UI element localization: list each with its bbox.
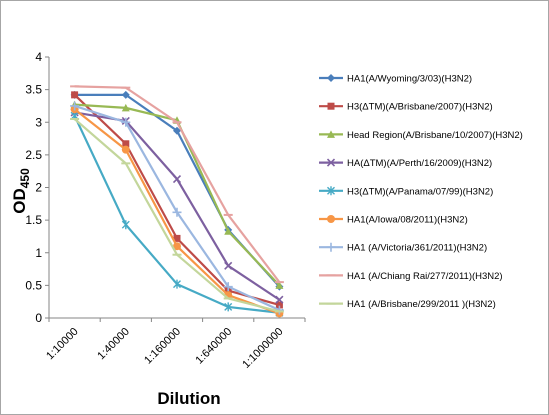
legend-entry: HA(ΔTM)(A/Perth/16/2009)(H3N2) xyxy=(319,158,492,169)
data-point xyxy=(71,91,79,99)
data-point xyxy=(173,242,181,251)
y-axis-title-main: OD xyxy=(10,188,29,214)
x-axis-title: Dilution xyxy=(157,389,220,408)
data-point xyxy=(173,234,181,242)
data-point xyxy=(173,279,181,289)
y-tick-label: 3.5 xyxy=(25,83,42,97)
series-line xyxy=(74,111,281,301)
series-9 xyxy=(70,117,284,313)
legend-swatch-marker xyxy=(327,102,335,110)
legend-entry: H3(ΔTM)(A/Brisbane/2007)(H3N2) xyxy=(319,102,493,113)
series-line xyxy=(73,94,280,307)
data-point xyxy=(275,295,284,304)
y-axis-title: OD450 xyxy=(10,168,32,214)
legend: HA1(A/Wyoming/3/03)(H3N2) H3(ΔTM)(A/Brisb… xyxy=(319,74,523,310)
legend-label: HA1 (A/Victoria/361/2011)(H3N2) xyxy=(347,243,487,254)
legend-swatch-marker xyxy=(327,215,335,223)
x-tick-label: 1:10000 xyxy=(44,326,81,363)
axes xyxy=(45,56,306,322)
x-tick-label: 1:160000 xyxy=(142,326,183,367)
data-point xyxy=(173,126,181,135)
y-axis-title-sub: 450 xyxy=(18,168,32,188)
x-tick-label: 1:1000000 xyxy=(240,326,285,371)
x-tick-labels: 1:10000 1:40000 1:160000 1:640000 1:1000000 xyxy=(44,326,285,371)
y-tick-label: 0 xyxy=(35,311,42,325)
legend-label: HA1 (A/Brisbane/299/2011 )(H3N2) xyxy=(347,299,496,310)
y-tick-label: 0.5 xyxy=(25,278,42,292)
data-point xyxy=(122,140,130,148)
data-point xyxy=(224,261,233,270)
data-point xyxy=(223,282,233,292)
legend-label: Head Region(A/Brisbane/10/2007)(H3N2) xyxy=(347,130,523,141)
legend-label: H3(ΔTM)(A/Brisbane/2007)(H3N2) xyxy=(347,102,493,113)
legend-swatch-marker xyxy=(326,158,336,167)
legend-entry: HA1(A/Iowa/08/2011)(H3N2) xyxy=(319,215,468,226)
y-tick-label: 3 xyxy=(35,115,42,129)
y-tick-label: 2.5 xyxy=(25,148,42,162)
legend-entry: HA1 (A/Chiang Rai/277/2011)(H3N2) xyxy=(319,271,503,282)
x-tick-label: 1:640000 xyxy=(193,326,234,367)
y-tick-label: 1 xyxy=(35,246,42,260)
x-tick-label: 1:40000 xyxy=(95,326,132,363)
y-tick-label: 2 xyxy=(35,181,42,195)
legend-swatch-marker xyxy=(327,130,335,138)
data-point xyxy=(224,227,233,235)
legend-entry: HA1(A/Wyoming/3/03)(H3N2) xyxy=(319,74,472,85)
y-tick-label: 4 xyxy=(35,50,42,64)
legend-label: HA1 (A/Chiang Rai/277/2011)(H3N2) xyxy=(347,271,503,282)
legend-entry: HA1 (A/Victoria/361/2011)(H3N2) xyxy=(319,243,487,254)
data-point xyxy=(275,301,283,309)
legend-swatch-marker xyxy=(327,186,335,196)
legend-entry: Head Region(A/Brisbane/10/2007)(H3N2) xyxy=(319,130,523,141)
legend-entry: HA1 (A/Brisbane/299/2011 )(H3N2) xyxy=(319,299,496,310)
series-4 xyxy=(70,108,284,304)
data-point xyxy=(172,207,182,217)
data-point xyxy=(172,174,182,184)
legend-swatch-marker xyxy=(326,242,336,252)
legend-label: HA(ΔTM)(A/Perth/16/2009)(H3N2) xyxy=(347,158,492,169)
legend-label: H3(ΔTM)(A/Panama/07/99)(H3N2) xyxy=(347,186,493,197)
data-point xyxy=(121,103,130,112)
data-point xyxy=(275,281,284,289)
data-point xyxy=(224,302,233,312)
y-tick-labels: 0 0.5 1 1.5 2 2.5 3 3.5 4 xyxy=(25,50,42,325)
legend-swatch-marker xyxy=(327,74,335,82)
data-point xyxy=(121,117,131,127)
y-tick-label: 1.5 xyxy=(25,213,42,227)
series-layer xyxy=(70,85,284,318)
series-8 xyxy=(70,85,284,284)
data-point xyxy=(121,220,130,230)
data-point xyxy=(121,90,130,99)
legend-label: HA1(A/Wyoming/3/03)(H3N2) xyxy=(347,74,472,85)
legend-entry: H3(ΔTM)(A/Panama/07/99)(H3N2) xyxy=(319,186,493,197)
legend-label: HA1(A/Iowa/08/2011)(H3N2) xyxy=(347,215,468,226)
data-point xyxy=(121,145,130,154)
data-point xyxy=(70,101,80,111)
